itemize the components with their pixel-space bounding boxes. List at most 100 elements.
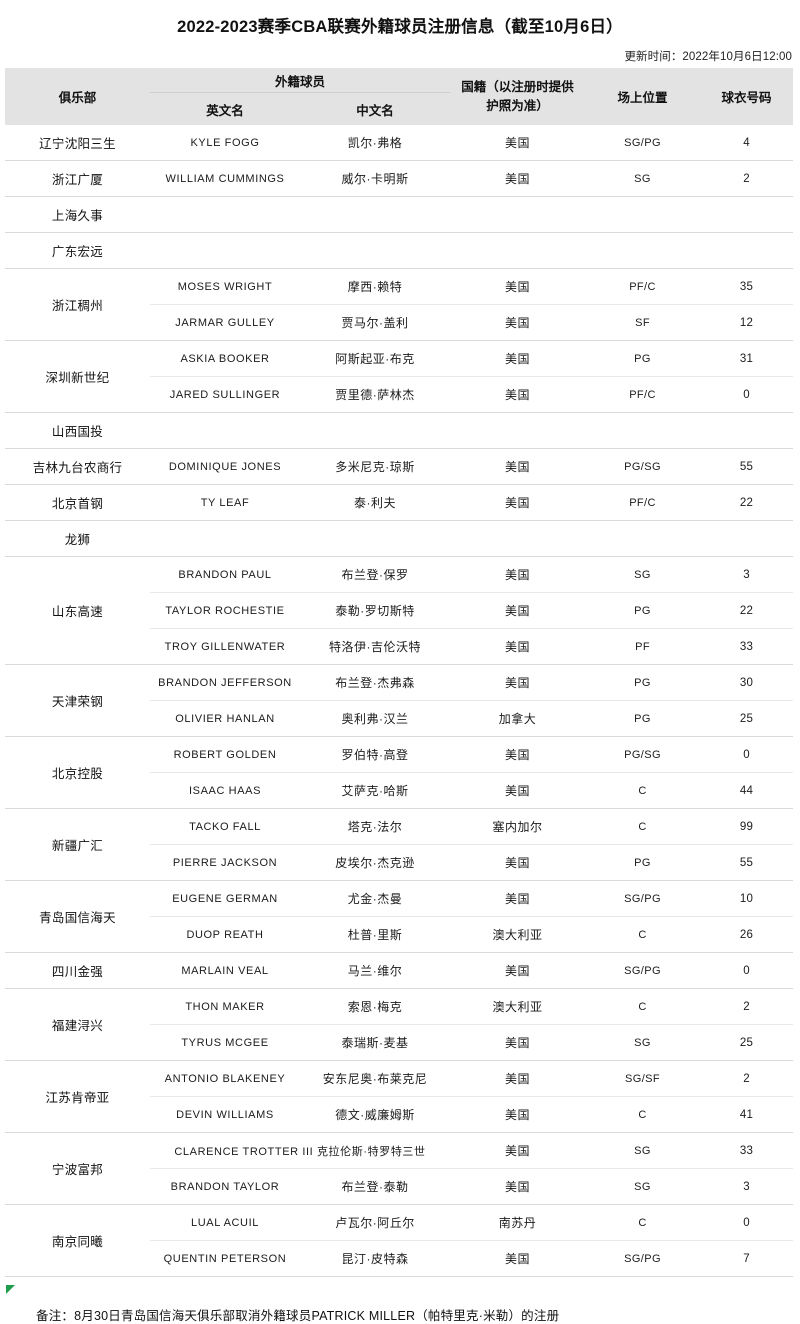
col-header-foreign-player: 外籍球员: [150, 68, 451, 93]
cell-jersey-number: 12: [700, 304, 794, 341]
cell-chinese-name: [300, 521, 450, 557]
col-header-club: 俱乐部: [5, 68, 150, 125]
cell-chinese-name: 摩西·赖特: [347, 280, 403, 294]
table-row: 辽宁沈阳三生 KYLE FOGG 凯尔·弗格 美国 SG/PG 4: [5, 125, 794, 161]
cell-position: [585, 413, 700, 449]
cell-club: 四川金强: [51, 965, 104, 979]
cell-position: PF/C: [629, 496, 656, 509]
cell-position: SG: [634, 1144, 651, 1157]
cell-chinese-name: 安东尼奥·布莱克尼: [322, 1072, 428, 1086]
header-row-top: 俱乐部 外籍球员 国籍（以注册时提供 护照为准） 场上位置 球衣号码: [5, 68, 794, 125]
table-row: 四川金强 MARLAIN VEAL 马兰·维尔 美国 SG/PG 0: [5, 953, 794, 989]
cell-chinese-name: 杜普·里斯: [300, 916, 451, 953]
table-row: PIERRE JACKSON 皮埃尔·杰克逊 美国 PG 55: [5, 844, 794, 881]
cell-chinese-name: 尤金·杰曼: [347, 892, 403, 906]
cell-english-name: WILLIAM CUMMINGS: [165, 172, 285, 185]
table-row: 青岛国信海天 EUGENE GERMAN 尤金·杰曼 美国 SG/PG 10: [5, 881, 793, 925]
cell-jersey-number: 41: [700, 1096, 794, 1133]
table-row: 北京控股 ROBERT GOLDEN 罗伯特·高登 美国 PG/SG 0: [5, 737, 793, 781]
cell-jersey-number: 2: [743, 1072, 750, 1085]
cell-chinese-name: 贾里德·萨林杰: [300, 376, 451, 413]
cell-nationality: 美国: [505, 136, 531, 150]
cell-position: [585, 521, 700, 557]
header-row-sub: 英文名 中文名: [5, 92, 793, 125]
table-row: 浙江广厦 WILLIAM CUMMINGS 威尔·卡明斯 美国 SG 2: [5, 161, 794, 197]
cell-club: 吉林九台农商行: [32, 461, 123, 475]
table-row: 南京同曦 LUAL ACUIL 卢瓦尔·阿丘尔 南苏丹 C 0: [5, 1205, 793, 1249]
cell-english-name: ASKIA BOOKER: [180, 352, 270, 365]
cell-jersey-number: 0: [700, 376, 794, 413]
cell-nationality: 加拿大: [450, 700, 586, 737]
cell-nationality: 南苏丹: [498, 1216, 537, 1230]
cell-nationality: 美国: [450, 844, 586, 881]
cell-position: SG/SF: [625, 1072, 661, 1085]
cell-nationality: 美国: [505, 892, 531, 906]
cell-position: SG/PG: [624, 964, 661, 977]
cell-club: 江苏肯帝亚: [45, 1091, 110, 1105]
cell-english-name: TROY GILLENWATER: [150, 628, 300, 665]
cell-chinese-name: 威尔·卡明斯: [341, 172, 409, 186]
cell-chinese-name: 奥利弗·汉兰: [300, 700, 451, 737]
page-title: 2022-2023赛季CBA联赛外籍球员注册信息（截至10月6日）: [177, 18, 623, 36]
cell-nationality: 美国: [505, 1144, 531, 1158]
cell-nationality: 塞内加尔: [492, 820, 543, 834]
cell-club: 浙江广厦: [51, 173, 104, 187]
green-flag-icon: [6, 1285, 15, 1294]
table-row: 宁波富邦 CLARENCE TROTTER III 克拉伦斯·特罗特三世 美国 SG 3…: [5, 1133, 793, 1177]
cell-nationality: [450, 233, 585, 269]
cell-club: 上海久事: [51, 209, 104, 223]
cell-jersey-number: 0: [743, 1216, 750, 1229]
cell-position: SG: [585, 1168, 701, 1205]
cell-club: 福建浔兴: [51, 1019, 104, 1033]
cell-jersey-number: 30: [739, 676, 754, 689]
cell-chinese-name: 布兰登·杰弗森: [335, 676, 415, 690]
cell-english-name: ROBERT GOLDEN: [173, 748, 277, 761]
cell-nationality: 澳大利亚: [450, 916, 586, 953]
table-body: 辽宁沈阳三生 KYLE FOGG 凯尔·弗格 美国 SG/PG 4 浙江广厦 WILLIAM …: [5, 125, 794, 1277]
table-row: 新疆广汇 TACKO FALL 塔克·法尔 塞内加尔 C 99: [5, 809, 793, 853]
table-head: 俱乐部 外籍球员 国籍（以注册时提供 护照为准） 场上位置 球衣号码 英文名 中…: [5, 68, 794, 125]
cell-english-name: [150, 521, 300, 557]
cell-chinese-name: 布兰登·泰勒: [300, 1168, 451, 1205]
cell-chinese-name: 特洛伊·吉伦沃特: [300, 628, 451, 665]
table-row: 深圳新世纪 ASKIA BOOKER 阿斯起亚·布克 美国 PG 31: [5, 341, 793, 385]
table-row: 天津荣钢 BRANDON JEFFERSON 布兰登·杰弗森 美国 PG 30: [5, 665, 793, 709]
table-row: 山东高速 BRANDON PAUL 布兰登·保罗 美国 SG 3: [5, 557, 793, 619]
table-row: 吉林九台农商行 DOMINIQUE JONES 多米尼克·琼斯 美国 PG/SG 55: [5, 449, 794, 485]
cell-nationality: 美国: [505, 352, 531, 366]
col-header-jersey-number: 球衣号码: [700, 68, 794, 125]
cell-english-name: MOSES WRIGHT: [177, 280, 273, 293]
cell-chinese-name: 罗伯特·高登: [341, 748, 409, 762]
table-row: 上海久事: [5, 197, 794, 233]
cell-english-name: ANTONIO BLAKENEY: [164, 1072, 286, 1085]
cell-club: 新疆广汇: [51, 839, 104, 853]
col-header-chinese-name: 中文名: [300, 92, 451, 125]
table-row: TYRUS MCGEE 泰瑞斯·麦基 美国 SG 25: [5, 1024, 794, 1061]
cell-position: SF: [585, 304, 701, 341]
cell-chinese-name: 贾马尔·盖利: [300, 304, 451, 341]
cell-position: SG/PG: [624, 136, 661, 149]
cell-nationality: 美国: [505, 748, 531, 762]
cell-chinese-name: 泰勒·罗切斯特: [300, 592, 451, 629]
table-row: JARMAR GULLEY 贾马尔·盖利 美国 SF 12: [5, 304, 794, 341]
cell-jersey-number: 4: [743, 136, 750, 149]
cell-english-name: ISAAC HAAS: [150, 772, 300, 809]
cell-jersey-number: 44: [700, 772, 794, 809]
cell-english-name: BRANDON JEFFERSON: [158, 676, 292, 689]
col-header-english-name: 英文名: [150, 92, 300, 125]
cell-jersey-number: 55: [700, 844, 794, 881]
cell-position: SG: [634, 568, 651, 581]
cell-nationality: 美国: [450, 1024, 586, 1061]
table-row: TROY GILLENWATER 特洛伊·吉伦沃特 美国 PF 33: [5, 628, 794, 665]
cell-position: C: [585, 772, 701, 809]
cell-nationality: 美国: [450, 1240, 586, 1277]
cell-nationality: 美国: [450, 628, 586, 665]
cell-jersey-number: 25: [700, 1024, 794, 1061]
cell-nationality: 澳大利亚: [492, 1000, 543, 1014]
cell-nationality: 美国: [505, 676, 531, 690]
cell-jersey-number: 10: [739, 892, 754, 905]
col-header-nationality: 国籍（以注册时提供 护照为准）: [450, 68, 586, 125]
table-row: OLIVIER HANLAN 奥利弗·汉兰 加拿大 PG 25: [5, 700, 794, 737]
table-row: TAYLOR ROCHESTIE 泰勒·罗切斯特 美国 PG 22: [5, 592, 794, 629]
cell-jersey-number: 55: [739, 460, 754, 473]
